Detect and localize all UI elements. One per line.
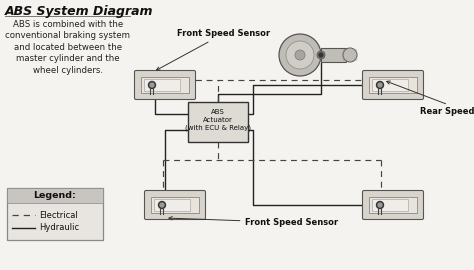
Text: ABS
Actuator
(with ECU & Relay): ABS Actuator (with ECU & Relay) (185, 109, 251, 131)
Bar (372, 79, 408, 91)
Circle shape (317, 51, 325, 59)
FancyBboxPatch shape (363, 191, 423, 220)
Bar (321, 48, 346, 62)
FancyBboxPatch shape (145, 191, 206, 220)
Text: ABS System Diagram: ABS System Diagram (5, 5, 154, 18)
Circle shape (295, 50, 305, 60)
Bar (369, 77, 417, 93)
Circle shape (376, 82, 383, 89)
FancyBboxPatch shape (363, 70, 423, 100)
Text: Front Speed Sensor: Front Speed Sensor (169, 217, 338, 227)
FancyBboxPatch shape (135, 70, 195, 100)
FancyBboxPatch shape (188, 102, 248, 142)
Circle shape (160, 203, 164, 207)
Text: Electrical: Electrical (39, 211, 78, 220)
Bar (372, 199, 408, 211)
Circle shape (378, 203, 382, 207)
Bar (7, 188, 103, 240)
Circle shape (376, 201, 383, 208)
Text: ABS is combined with the
conventional braking system
and located between the
mas: ABS is combined with the conventional br… (6, 20, 130, 75)
Circle shape (150, 83, 154, 87)
Text: Front Speed Sensor: Front Speed Sensor (156, 29, 271, 70)
Circle shape (286, 41, 314, 69)
Bar (369, 197, 417, 213)
Circle shape (319, 53, 323, 57)
Text: Rear Speed Sensors: Rear Speed Sensors (387, 81, 474, 116)
Bar (151, 197, 199, 213)
Bar (7, 188, 103, 203)
Text: Hydraulic: Hydraulic (39, 224, 79, 232)
Text: Legend:: Legend: (34, 191, 76, 200)
Circle shape (343, 48, 357, 62)
Circle shape (378, 83, 382, 87)
Circle shape (148, 82, 155, 89)
Bar (141, 77, 189, 93)
Bar (144, 79, 180, 91)
Bar (154, 199, 190, 211)
Circle shape (279, 34, 321, 76)
Circle shape (158, 201, 165, 208)
